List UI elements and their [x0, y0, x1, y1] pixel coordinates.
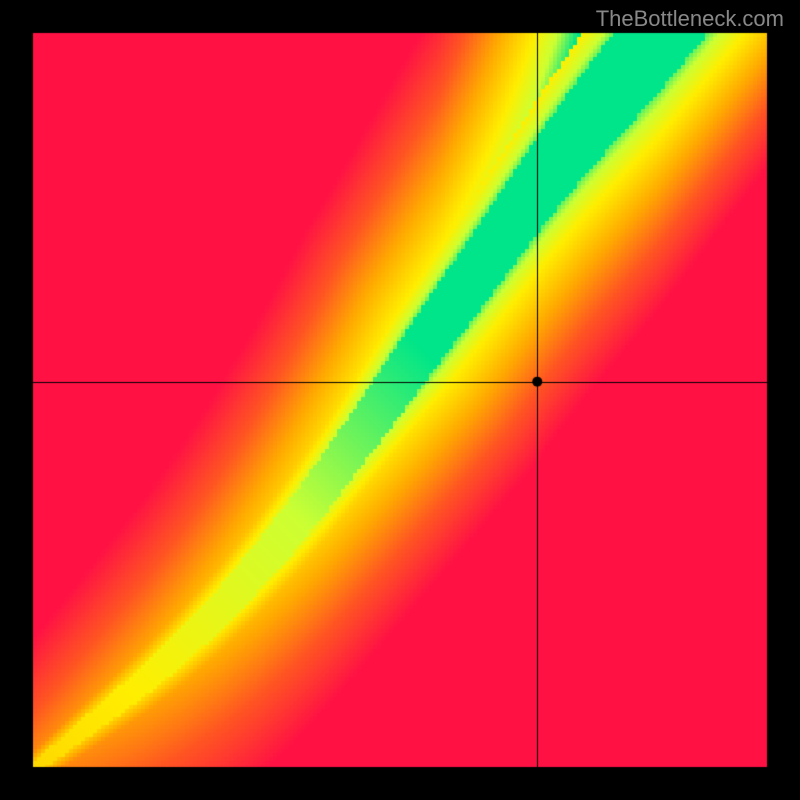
chart-container: TheBottleneck.com [0, 0, 800, 800]
watermark-text: TheBottleneck.com [596, 6, 784, 32]
heatmap-canvas [0, 0, 800, 800]
